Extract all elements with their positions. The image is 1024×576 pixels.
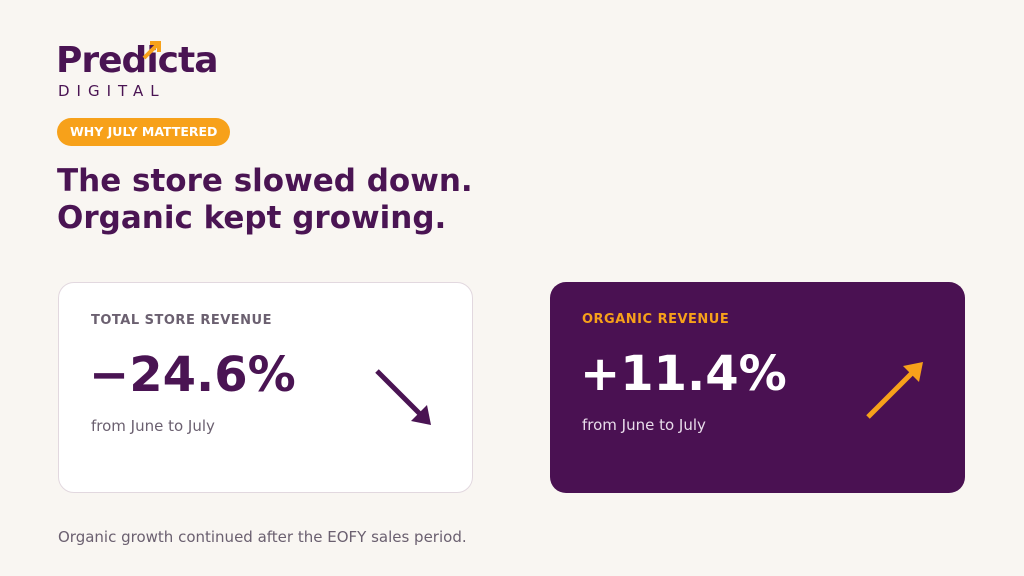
headline: The store slowed down. Organic kept grow… [57, 163, 473, 237]
footer-note: Organic growth continued after the EOFY … [58, 528, 467, 546]
metric-card: ORGANIC REVENUE +11.4% from June to July [550, 282, 965, 493]
badge: WHY JULY MATTERED [57, 118, 231, 146]
card-value: −24.6% [89, 347, 296, 403]
card-note: from June to July [91, 417, 215, 435]
card-value: +11.4% [580, 346, 787, 402]
logo-subtitle: DIGITAL [58, 82, 166, 100]
headline-line: The store slowed down. [57, 163, 473, 199]
logo: Predicta [56, 40, 219, 81]
up-arrow [866, 362, 923, 419]
down-arrow [375, 369, 431, 425]
metric-card: TOTAL STORE REVENUE −24.6% from June to … [58, 282, 473, 493]
headline-line: Organic kept growing. [57, 200, 447, 236]
card-label: TOTAL STORE REVENUE [91, 313, 272, 328]
logo-arrow [142, 41, 161, 60]
card-label: ORGANIC REVENUE [582, 312, 730, 327]
card-note: from June to July [582, 416, 706, 434]
